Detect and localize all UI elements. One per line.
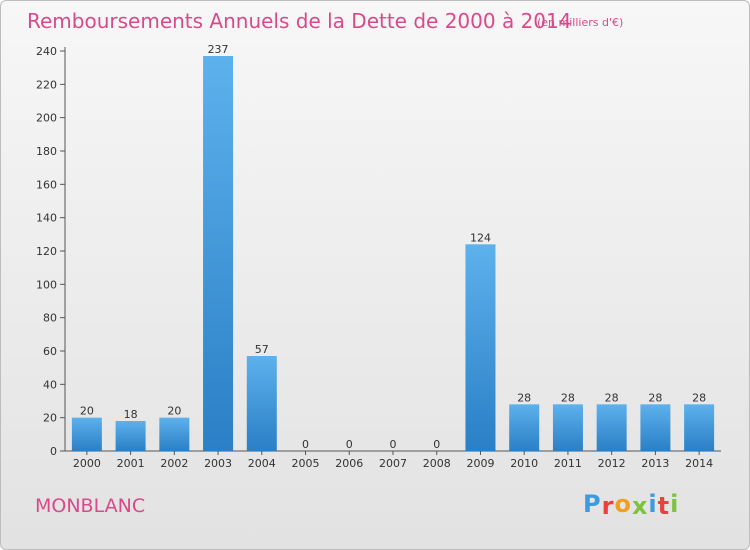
x-tick-label: 2011 [554, 457, 582, 470]
y-tick-label: 100 [36, 278, 57, 291]
x-tick-label: 2009 [466, 457, 494, 470]
proxiti-logo[interactable]: Proxiti [583, 490, 680, 520]
x-tick-label: 2001 [117, 457, 145, 470]
bar-2009 [465, 244, 496, 451]
y-tick-label: 240 [36, 45, 57, 58]
value-label-2004: 57 [255, 343, 269, 356]
value-label-2012: 28 [605, 391, 619, 404]
bar-2003 [203, 56, 234, 451]
y-tick-label: 140 [36, 212, 57, 225]
x-tick-label: 2003 [204, 457, 232, 470]
x-tick-label: 2007 [379, 457, 407, 470]
logo-letter: P [583, 490, 602, 518]
x-tick-label: 2008 [423, 457, 451, 470]
x-tick-label: 2005 [292, 457, 320, 470]
value-label-2005: 0 [302, 438, 309, 451]
logo-letter: i [670, 490, 680, 518]
y-tick-label: 120 [36, 245, 57, 258]
y-tick-label: 60 [43, 345, 57, 358]
chart-subtitle: (en milliers d'€) [537, 16, 624, 29]
y-tick-label: 0 [50, 445, 57, 458]
y-tick-label: 40 [43, 378, 57, 391]
value-label-2007: 0 [390, 438, 397, 451]
bar-2014 [684, 404, 715, 451]
logo-letter: o [614, 490, 632, 518]
bar-2002 [159, 417, 190, 451]
value-label-2014: 28 [692, 391, 706, 404]
logo-letter: i [648, 490, 658, 518]
value-label-2000: 20 [80, 405, 94, 418]
bar-2012 [596, 404, 627, 451]
x-tick-label: 2006 [335, 457, 363, 470]
bar-2011 [552, 404, 583, 451]
value-label-2008: 0 [433, 438, 440, 451]
x-tick-label: 2014 [685, 457, 713, 470]
bar-2004 [246, 356, 277, 451]
y-tick-label: 220 [36, 78, 57, 91]
logo-letter: x [631, 492, 649, 520]
bar-2000 [71, 417, 102, 451]
x-tick-label: 2010 [510, 457, 538, 470]
y-tick-label: 160 [36, 178, 57, 191]
bar-2001 [115, 421, 146, 451]
bar-2013 [640, 404, 671, 451]
value-label-2003: 237 [208, 43, 229, 56]
bar-2010 [509, 404, 540, 451]
value-label-2006: 0 [346, 438, 353, 451]
y-tick-label: 200 [36, 112, 57, 125]
y-tick-label: 180 [36, 145, 57, 158]
chart-title: Remboursements Annuels de la Dette de 20… [27, 9, 572, 33]
value-label-2010: 28 [517, 391, 531, 404]
x-tick-label: 2012 [598, 457, 626, 470]
x-tick-label: 2000 [73, 457, 101, 470]
value-label-2013: 28 [648, 391, 662, 404]
x-tick-label: 2002 [160, 457, 188, 470]
x-tick-label: 2004 [248, 457, 276, 470]
value-label-2009: 124 [470, 231, 491, 244]
logo-letter: r [601, 492, 615, 520]
x-tick-label: 2013 [641, 457, 669, 470]
value-label-2001: 18 [124, 408, 138, 421]
y-tick-label: 80 [43, 312, 57, 325]
value-label-2002: 20 [167, 405, 181, 418]
y-tick-label: 20 [43, 412, 57, 425]
logo-letter: t [657, 492, 671, 520]
value-label-2011: 28 [561, 391, 575, 404]
town-name: MONBLANC [35, 495, 146, 517]
